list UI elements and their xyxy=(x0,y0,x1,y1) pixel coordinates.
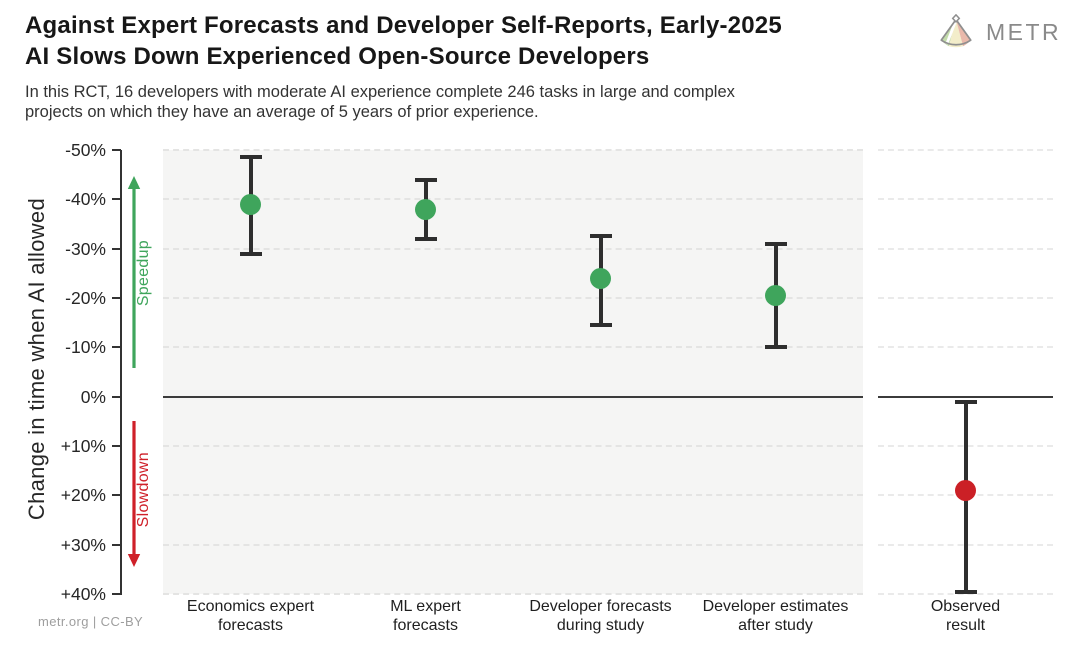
error-bar-cap-top xyxy=(954,399,977,404)
gridline xyxy=(163,346,863,349)
gridline xyxy=(878,198,1053,201)
y-tick-mark xyxy=(112,297,121,299)
y-tick-mark xyxy=(112,346,121,349)
gridline xyxy=(163,247,863,250)
y-tick-mark xyxy=(112,593,121,595)
page-title: Against Expert Forecasts and Developer S… xyxy=(25,12,782,70)
data-point xyxy=(240,193,261,215)
credit-text: metr.org | CC-BY xyxy=(38,614,144,629)
error-bar-cap-top xyxy=(414,177,437,182)
speedup-label: Speedup xyxy=(135,240,152,307)
error-bar-cap-bottom xyxy=(954,589,977,594)
metr-logo-icon xyxy=(940,13,972,48)
gridline xyxy=(878,247,1053,250)
y-tick-label: -50% xyxy=(65,140,106,160)
plot-panel-forecasts xyxy=(163,149,863,595)
y-tick-mark xyxy=(112,149,121,151)
y-tick-label: +30% xyxy=(60,534,106,555)
gridline xyxy=(163,543,863,546)
gridline xyxy=(163,297,863,299)
error-bar-cap-top xyxy=(589,234,612,239)
speedup-arrow-icon xyxy=(127,176,141,368)
zero-line xyxy=(163,395,863,399)
y-tick-mark xyxy=(112,494,121,497)
metr-logo: METR xyxy=(936,13,1066,50)
gridline xyxy=(163,445,863,447)
y-tick-mark xyxy=(112,198,121,201)
error-bar-cap-bottom xyxy=(764,345,787,350)
slowdown-label: Slowdown xyxy=(135,452,152,528)
gridline xyxy=(163,149,863,151)
gridline xyxy=(878,593,1053,595)
x-category-label: Economics expert forecasts xyxy=(186,598,315,634)
error-bar-cap-top xyxy=(239,155,262,160)
data-point xyxy=(765,285,786,307)
y-tick-label: +40% xyxy=(60,584,106,604)
error-bar-cap-bottom xyxy=(589,323,612,328)
x-category-label: ML expert forecasts xyxy=(390,598,461,634)
error-bar-cap-bottom xyxy=(414,236,437,241)
y-tick-mark xyxy=(112,445,121,447)
data-point xyxy=(955,479,976,501)
y-tick-label: -30% xyxy=(65,238,106,259)
data-point xyxy=(590,267,611,289)
y-axis-line xyxy=(120,150,122,595)
gridline xyxy=(878,297,1053,299)
gridline xyxy=(163,198,863,201)
gridline xyxy=(163,593,863,595)
data-point xyxy=(415,198,436,220)
chart-subtitle: In this RCT, 16 developers with moderate… xyxy=(25,83,735,121)
plot-panel-observed xyxy=(878,149,1053,595)
gridline xyxy=(878,149,1053,151)
y-tick-label: -10% xyxy=(65,337,106,358)
y-tick-mark xyxy=(112,543,121,546)
y-tick-label: +20% xyxy=(60,485,106,506)
y-tick-mark xyxy=(112,247,121,250)
gridline xyxy=(878,346,1053,349)
x-category-label: Developer estimates after study xyxy=(702,598,849,634)
error-bar-cap-bottom xyxy=(239,251,262,256)
y-tick-label: 0% xyxy=(80,386,106,407)
metr-logo-text: METR xyxy=(986,19,1062,45)
gridline xyxy=(163,494,863,497)
y-tick-label: -40% xyxy=(65,189,106,210)
x-category-label: Developer forecasts during study xyxy=(529,598,672,634)
y-tick-label: +10% xyxy=(60,436,106,456)
zero-line xyxy=(878,395,1053,399)
error-bar-cap-top xyxy=(764,241,787,246)
slowdown-arrow-icon xyxy=(127,421,141,567)
x-category-label: Observed result xyxy=(930,598,1001,634)
y-tick-mark xyxy=(112,395,121,398)
y-tick-label: -20% xyxy=(65,288,106,308)
